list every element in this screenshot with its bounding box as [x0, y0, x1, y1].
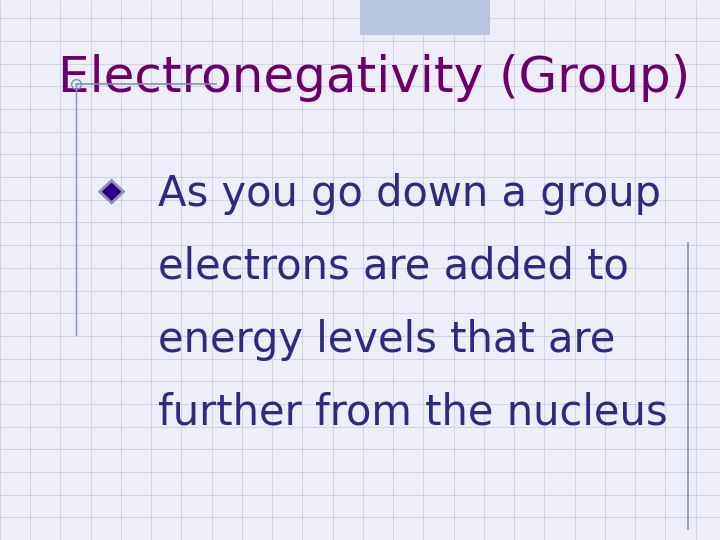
Text: Electronegativity (Group): Electronegativity (Group) — [58, 54, 690, 102]
Text: As you go down a group: As you go down a group — [158, 173, 662, 215]
Text: energy levels that are: energy levels that are — [158, 319, 616, 361]
Text: electrons are added to: electrons are added to — [158, 246, 629, 288]
FancyBboxPatch shape — [360, 0, 490, 35]
Polygon shape — [99, 179, 125, 204]
Polygon shape — [103, 184, 120, 200]
Text: further from the nucleus: further from the nucleus — [158, 392, 668, 434]
